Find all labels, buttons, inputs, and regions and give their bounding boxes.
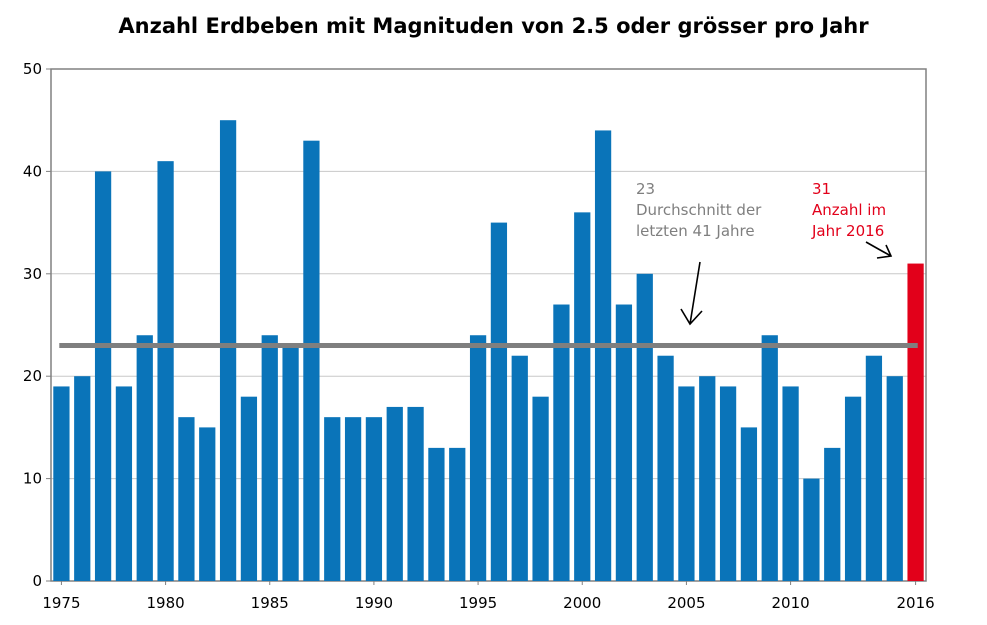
bar-1983 xyxy=(219,120,237,581)
bar-2014 xyxy=(865,355,883,581)
bar-1987 xyxy=(303,140,320,581)
bar-2010 xyxy=(782,386,799,581)
plot-frame xyxy=(50,68,927,582)
bar-1995 xyxy=(469,335,487,581)
bar-1990 xyxy=(365,417,383,581)
bar-1975 xyxy=(53,386,70,581)
highlight-label-line1: Anzahl im xyxy=(812,201,886,219)
bar-2000 xyxy=(574,212,591,582)
x-tick-label-2010: 2010 xyxy=(771,594,809,612)
highlight-arrow xyxy=(865,241,893,259)
y-axis-ticks: 0 10 20 30 40 50 xyxy=(23,60,51,590)
x-tick-label-1990: 1990 xyxy=(355,594,393,612)
bar-1980 xyxy=(157,161,174,581)
highlight-label-line2: Jahr 2016 xyxy=(811,222,884,240)
bar-1993 xyxy=(428,447,445,581)
y-tick-label-40: 40 xyxy=(23,162,42,180)
x-tick-label-1985: 1985 xyxy=(251,594,289,612)
bar-1985 xyxy=(261,335,278,581)
bar-1977 xyxy=(94,171,112,581)
x-tick-label-2005: 2005 xyxy=(667,594,705,612)
bar-1994 xyxy=(449,447,466,581)
bar-1996 xyxy=(490,222,508,581)
average-label-line2: letzten 41 Jahre xyxy=(636,222,755,240)
x-tick-label-2016: 2016 xyxy=(896,594,934,612)
x-tick-label-1975: 1975 xyxy=(42,594,80,612)
bar-2011 xyxy=(803,478,820,581)
y-tick-label-0: 0 xyxy=(32,572,42,590)
bar-2015 xyxy=(886,376,903,581)
bar-1979 xyxy=(136,335,153,581)
bar-1982 xyxy=(199,427,216,581)
bar-1991 xyxy=(386,406,403,581)
bar-1997 xyxy=(511,355,528,581)
bar-2005 xyxy=(678,386,695,581)
bar-1981 xyxy=(178,417,195,581)
y-tick-label-20: 20 xyxy=(23,367,42,385)
y-tick-label-30: 30 xyxy=(23,265,42,283)
bar-2001 xyxy=(594,130,612,581)
y-tick-label-10: 10 xyxy=(23,470,42,488)
bar-1999 xyxy=(553,304,570,581)
bar-2002 xyxy=(615,304,633,581)
x-axis-ticks: 1975 1980 1985 1990 1995 2000 2005 2010 2016 xyxy=(42,581,935,612)
bar-1992 xyxy=(407,406,424,581)
x-tick-label-1995: 1995 xyxy=(459,594,497,612)
average-arrow xyxy=(680,261,703,326)
average-label-line1: Durchschnitt der xyxy=(636,201,762,219)
bar-2008 xyxy=(740,427,758,581)
x-tick-label-2000: 2000 xyxy=(563,594,601,612)
y-tick-label-50: 50 xyxy=(23,60,42,78)
bar-1989 xyxy=(344,417,362,581)
highlight-value-label: 31 xyxy=(812,180,831,198)
gridlines xyxy=(51,170,926,480)
bar-1986 xyxy=(282,345,299,581)
bar-2003 xyxy=(636,273,653,581)
bar-1984 xyxy=(240,396,258,581)
bar-2007 xyxy=(719,386,737,581)
bar-1998 xyxy=(532,396,549,581)
bar-1976 xyxy=(74,376,91,581)
chart-title: Anzahl Erdbeben mit Magnituden von 2.5 o… xyxy=(118,14,869,38)
x-tick-label-1980: 1980 xyxy=(146,594,184,612)
bar-2012 xyxy=(824,447,841,581)
bar-2004 xyxy=(657,355,674,581)
bar-1988 xyxy=(324,417,341,581)
bar-1978 xyxy=(115,386,133,581)
average-value-label: 23 xyxy=(636,180,655,198)
bar-2009 xyxy=(761,335,778,581)
bars xyxy=(53,120,924,582)
bar-2016 xyxy=(907,263,924,581)
bar-2006 xyxy=(699,376,716,581)
bar-2013 xyxy=(844,396,862,581)
